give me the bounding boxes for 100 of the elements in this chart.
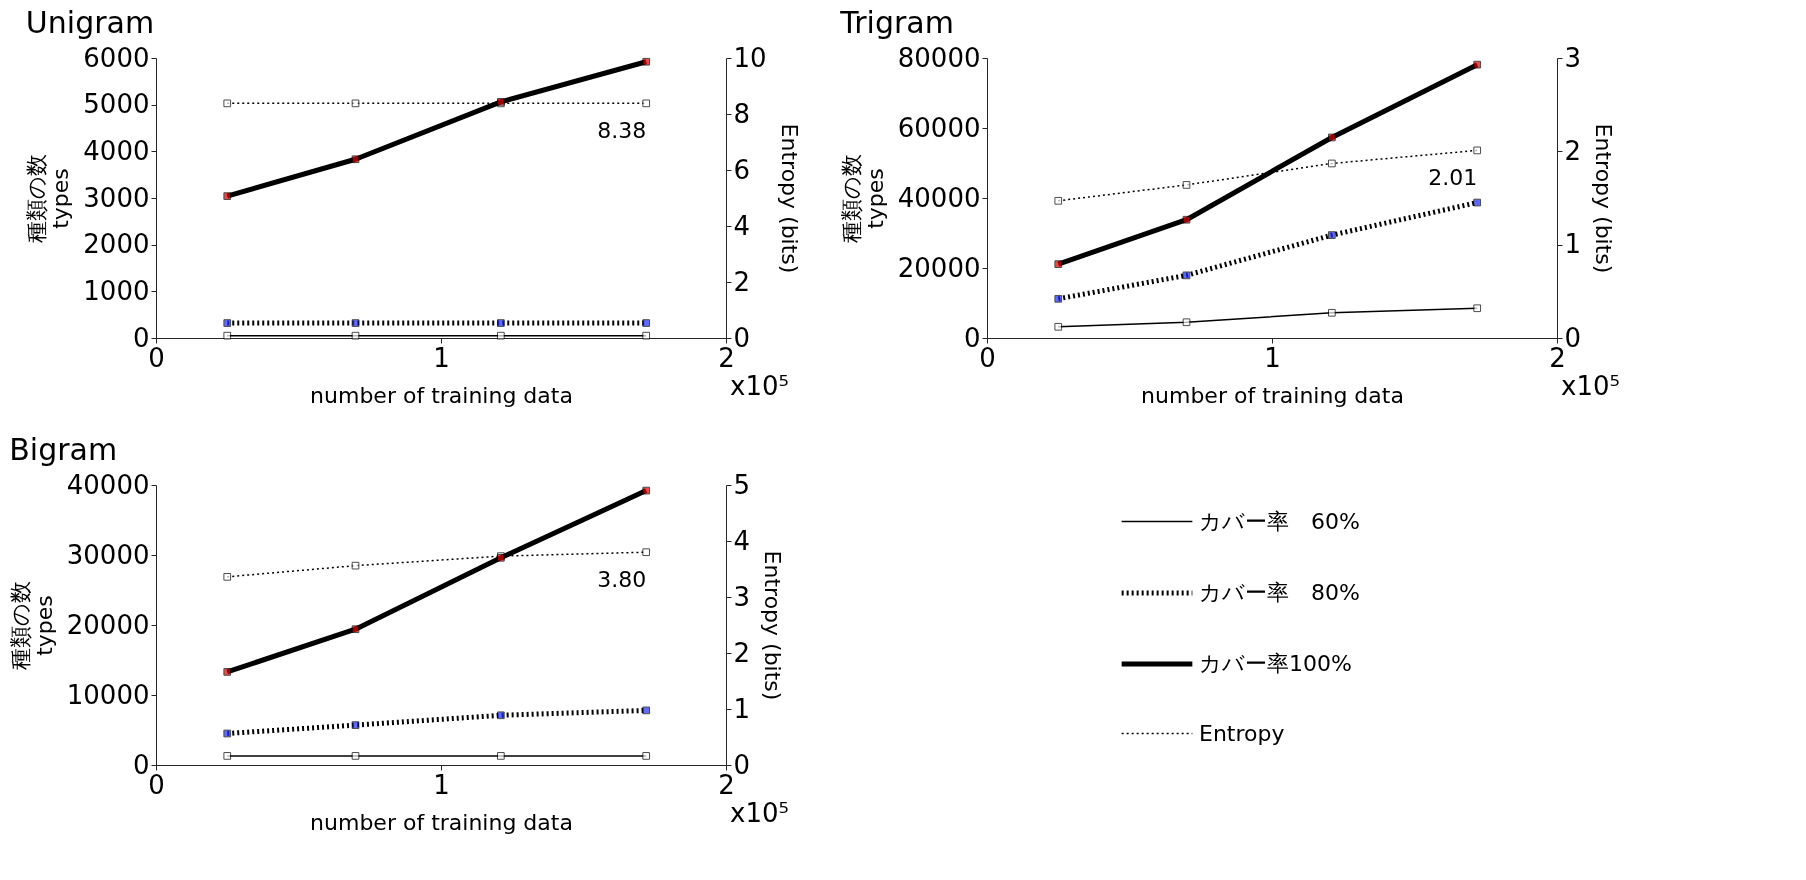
point — [1182, 181, 1191, 189]
point — [351, 752, 360, 760]
y2-tick-label: 4 — [733, 525, 751, 556]
y-tick-label: 40000 — [897, 182, 981, 213]
point — [223, 729, 232, 738]
point — [497, 711, 505, 720]
data-label: 2.01 — [1428, 165, 1478, 191]
point — [1054, 322, 1063, 331]
y-tick-label: 2000 — [83, 229, 150, 260]
data-label: 8.38 — [597, 118, 647, 144]
x-tick-label: 2 — [718, 769, 735, 800]
point — [351, 625, 360, 634]
point — [642, 548, 651, 557]
y2-tick-label: 5 — [733, 469, 751, 500]
point — [1328, 231, 1336, 239]
point — [223, 572, 232, 581]
point — [1473, 146, 1482, 155]
y2-tick-label: 10 — [733, 42, 767, 73]
point — [351, 561, 360, 570]
chart-title: Unigram — [25, 5, 155, 40]
y-tick-label: 60000 — [897, 112, 981, 143]
y-tick-label: 0 — [132, 749, 150, 780]
y2-axis-title: Entropy (bits) — [760, 550, 786, 701]
point — [1054, 196, 1063, 205]
point — [642, 331, 651, 340]
point — [351, 331, 360, 340]
text: types — [48, 168, 74, 229]
y2-axis-title: Entropy (bits) — [1591, 123, 1617, 274]
x-tick-label: 2 — [1549, 342, 1566, 373]
legend-label: カバー率100% — [1199, 651, 1352, 676]
point — [642, 706, 651, 715]
y-tick-label: 20000 — [66, 609, 150, 640]
x-tick-label: 1 — [433, 769, 450, 800]
y2-tick-label: 2 — [733, 266, 751, 297]
text: x10⁵ — [1561, 371, 1620, 401]
y2-tick-label: 3 — [733, 581, 751, 612]
y2-tick-label: 6 — [733, 154, 751, 185]
point — [1182, 215, 1191, 224]
text: x10⁵ — [730, 371, 789, 401]
y-tick-label: 0 — [963, 322, 981, 353]
point — [642, 57, 651, 66]
y-axis-title: 種類の数 — [7, 581, 33, 670]
y-tick-label: 4000 — [83, 135, 150, 166]
y-axis-title: 種類の数 — [24, 154, 50, 243]
text: x10⁵ — [730, 798, 789, 828]
point — [1473, 60, 1482, 69]
x-tick-label: 1 — [433, 342, 450, 373]
y2-tick-label: 1 — [733, 693, 751, 724]
point — [351, 155, 360, 164]
x-axis-title: number of training data — [1141, 382, 1404, 408]
point — [223, 331, 232, 340]
y-tick-label: 40000 — [66, 469, 150, 500]
y-tick-label: 20000 — [897, 252, 981, 283]
point — [223, 752, 232, 760]
y2-tick-label: 0 — [733, 322, 751, 353]
y-tick-label: 6000 — [83, 42, 150, 73]
point — [497, 752, 505, 760]
legend-label: Entropy — [1199, 720, 1285, 746]
y-tick-label: 80000 — [897, 42, 981, 73]
point — [497, 331, 505, 340]
text: types — [31, 595, 57, 656]
point — [1328, 308, 1336, 317]
y-tick-label: 1000 — [83, 275, 150, 306]
y-tick-label: 5000 — [83, 89, 150, 120]
y-axis-title: 種類の数 — [838, 154, 864, 243]
y-tick-label: 3000 — [83, 182, 150, 213]
text: types — [862, 168, 888, 229]
chart-title: Bigram — [9, 432, 118, 467]
x-axis-title: number of training data — [310, 809, 573, 835]
y2-tick-label: 3 — [1564, 42, 1582, 73]
x-tick-label: 1 — [1264, 342, 1281, 373]
chart-title: Trigram — [839, 5, 954, 40]
point — [1054, 294, 1063, 303]
point — [1182, 271, 1191, 280]
point — [1182, 318, 1191, 327]
legend-label: カバー率 60% — [1199, 508, 1360, 534]
point — [1328, 133, 1336, 142]
y2-tick-label: 2 — [733, 637, 751, 668]
point — [351, 319, 360, 327]
point — [497, 319, 505, 327]
y-tick-label: 30000 — [66, 539, 150, 570]
legend-label: カバー率 80% — [1199, 580, 1360, 605]
data-label: 3.80 — [597, 567, 647, 593]
point — [1328, 159, 1336, 168]
point — [1473, 198, 1482, 207]
y2-axis-title: Entropy (bits) — [776, 123, 802, 274]
y2-tick-label: 0 — [1564, 322, 1582, 353]
x-tick-label: 2 — [718, 342, 735, 373]
point — [223, 668, 232, 676]
x-axis-title: number of training data — [310, 382, 573, 408]
point — [351, 721, 360, 729]
point — [1054, 260, 1063, 268]
y-tick-label: 0 — [132, 322, 150, 353]
y2-tick-label: 0 — [733, 749, 751, 780]
y2-tick-label: 1 — [1564, 229, 1582, 260]
point — [223, 192, 232, 200]
y2-tick-label: 2 — [1564, 135, 1582, 166]
point — [642, 319, 651, 327]
point — [642, 752, 651, 760]
y-tick-label: 10000 — [66, 679, 150, 710]
